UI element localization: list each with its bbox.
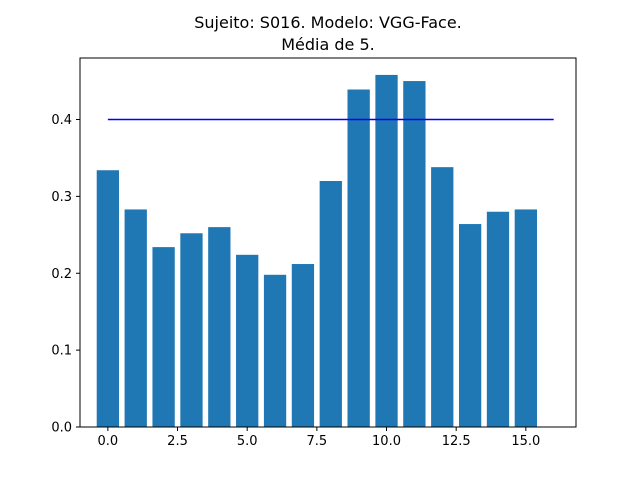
y-tick-label: 0.4 — [51, 113, 72, 128]
bar-6 — [263, 274, 287, 427]
bar-2 — [152, 247, 175, 427]
bar-14 — [486, 211, 510, 427]
x-tick-label: 0.0 — [98, 434, 119, 449]
plot-area-frame — [79, 57, 577, 428]
y-axis-ticks: 0.0 0.1 0.2 0.3 0.4 — [51, 113, 80, 436]
bar-5 — [236, 254, 259, 427]
bar-10 — [375, 74, 398, 427]
y-tick-label: 0.0 — [51, 421, 72, 436]
chart-subtitle: Média de 5. — [281, 35, 375, 54]
bar-13 — [458, 224, 482, 427]
y-tick-label: 0.3 — [51, 190, 72, 205]
y-tick-label: 0.2 — [51, 267, 72, 282]
bars-group — [96, 74, 537, 428]
bar-1 — [124, 209, 147, 427]
x-tick-label: 7.5 — [307, 434, 328, 449]
bar-0 — [96, 170, 120, 428]
bar-8 — [319, 181, 342, 427]
x-tick-label: 10.0 — [372, 434, 401, 449]
y-tick-label: 0.1 — [51, 344, 72, 359]
bar-4 — [208, 227, 231, 427]
bar-3 — [180, 233, 203, 427]
x-tick-label: 2.5 — [167, 434, 188, 449]
bar-7 — [291, 264, 315, 427]
x-tick-label: 5.0 — [237, 434, 258, 449]
x-axis-ticks: 0.0 2.5 5.0 7.5 10.0 12.5 15.0 — [98, 427, 540, 449]
x-tick-label: 12.5 — [442, 434, 471, 449]
bar-15 — [514, 209, 537, 427]
bar-9 — [347, 89, 370, 428]
bar-12 — [431, 167, 454, 427]
chart-title: Sujeito: S016. Modelo: VGG-Face. — [194, 13, 462, 32]
x-tick-label: 15.0 — [511, 434, 540, 449]
bar-11 — [403, 81, 426, 427]
